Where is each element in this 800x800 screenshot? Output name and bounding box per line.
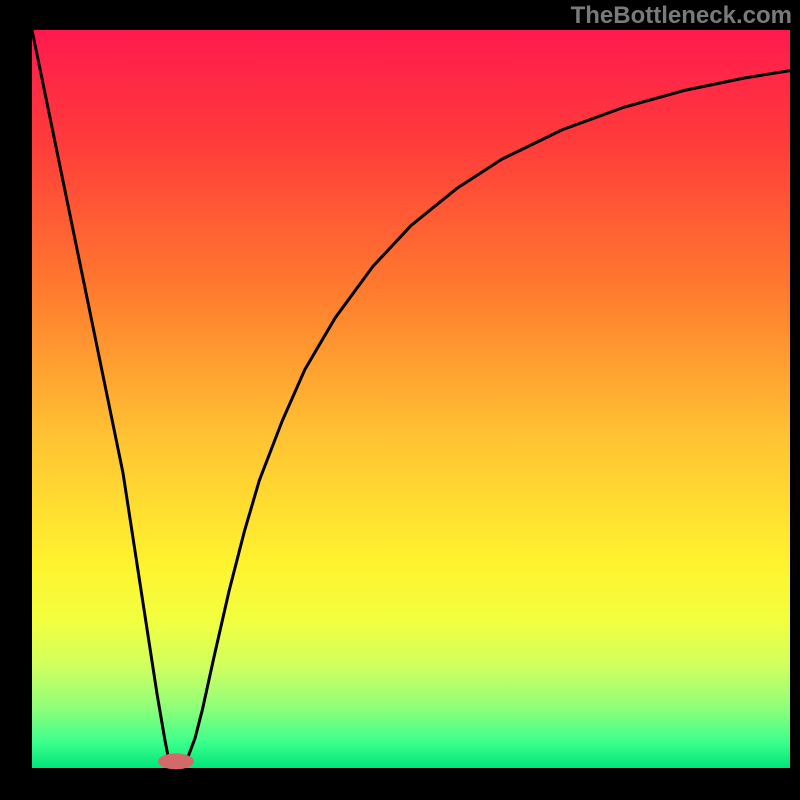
watermark-text: TheBottleneck.com <box>571 2 792 30</box>
bottleneck-chart <box>0 0 800 800</box>
chart-container: TheBottleneck.com <box>0 0 800 800</box>
plot-background <box>32 30 790 768</box>
optimal-marker <box>158 753 194 769</box>
